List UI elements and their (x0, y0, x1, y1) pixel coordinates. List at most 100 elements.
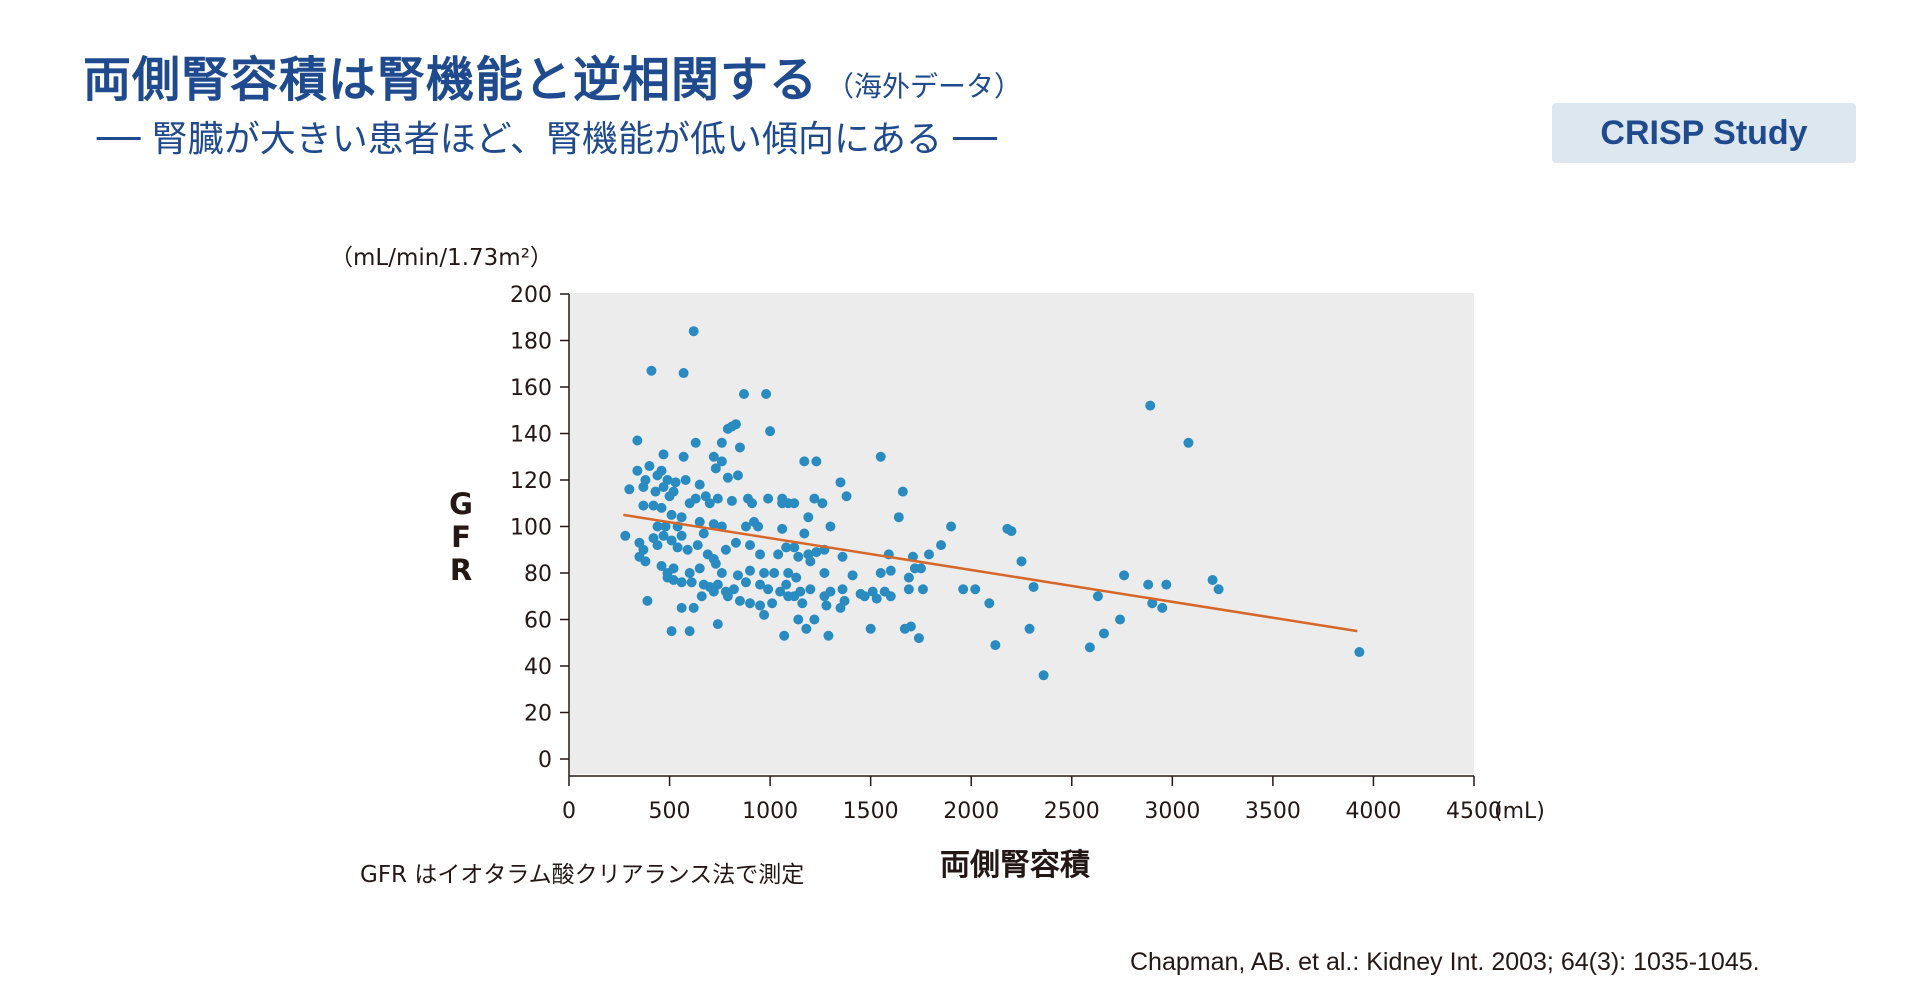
data-point (1024, 623, 1035, 634)
data-point (652, 470, 663, 481)
data-point (1207, 574, 1218, 585)
y-tick-label: 140 (510, 423, 552, 448)
data-point (676, 512, 687, 523)
data-point (672, 542, 683, 553)
data-point (670, 477, 681, 488)
data-point (903, 584, 914, 595)
data-point (740, 521, 751, 532)
data-point (799, 456, 810, 467)
data-point (650, 486, 661, 497)
data-point (1038, 670, 1049, 681)
data-point (710, 558, 721, 569)
data-point (819, 568, 830, 578)
data-point (704, 498, 715, 509)
trend-line (623, 513, 1358, 633)
data-point (781, 579, 792, 590)
data-point (841, 491, 852, 502)
data-point (668, 486, 679, 497)
data-point (946, 521, 957, 532)
data-point (893, 512, 904, 523)
data-point (773, 549, 784, 560)
x-tick-label: 1500 (843, 799, 899, 824)
data-point (646, 365, 657, 376)
data-point (722, 591, 733, 602)
data-point (690, 493, 701, 504)
data-point (1092, 591, 1103, 602)
data-point (1161, 579, 1172, 590)
data-point (640, 556, 651, 567)
y-axis-label-char: F (451, 520, 471, 554)
data-point (680, 475, 691, 485)
data-point (696, 591, 707, 602)
data-point (1028, 581, 1039, 592)
data-point (694, 479, 705, 490)
data-point (885, 565, 896, 576)
data-point (632, 465, 643, 476)
data-point (644, 461, 655, 472)
data-point (809, 614, 820, 625)
data-point (656, 561, 667, 572)
data-point (668, 563, 679, 574)
data-point (767, 598, 778, 609)
data-point (755, 579, 766, 590)
data-point (1115, 614, 1126, 625)
data-point (666, 626, 677, 637)
data-point (835, 602, 846, 613)
data-point (668, 574, 679, 585)
data-point (903, 572, 914, 583)
data-point (811, 547, 822, 558)
data-point (1157, 602, 1168, 613)
data-point (732, 470, 743, 481)
data-point (783, 568, 794, 578)
data-point (638, 500, 649, 511)
data-point (923, 549, 934, 560)
data-point (682, 544, 693, 555)
data-point (765, 426, 776, 437)
y-axis-unit: （mL/min/1.73m²） (330, 245, 553, 271)
data-point (658, 449, 669, 460)
data-point (837, 584, 848, 595)
data-point (769, 568, 780, 578)
data-point (684, 626, 695, 637)
data-point (990, 640, 1001, 651)
x-tick-label: 4000 (1345, 799, 1401, 824)
data-point (712, 493, 723, 504)
data-point (779, 630, 790, 641)
data-point (859, 591, 870, 602)
data-point (676, 577, 687, 588)
data-point (734, 442, 745, 453)
data-point (708, 451, 719, 462)
y-axis-label-char: G (449, 487, 473, 521)
data-point (676, 602, 687, 613)
data-point (1016, 556, 1027, 567)
y-axis-label-char: R (449, 553, 473, 587)
y-tick-label: 120 (510, 469, 552, 494)
data-point (1183, 437, 1194, 448)
data-point (755, 549, 766, 560)
data-point (690, 437, 701, 448)
data-point (1354, 647, 1365, 658)
data-point (1098, 628, 1109, 639)
x-tick-label: 4500 (1446, 799, 1502, 824)
data-point (745, 598, 755, 609)
data-point (708, 586, 719, 597)
data-point (740, 577, 751, 588)
data-point (805, 584, 816, 595)
data-point (875, 451, 886, 462)
y-tick-label: 0 (538, 748, 552, 773)
data-point (759, 568, 770, 578)
data-point (905, 621, 916, 632)
data-point (678, 451, 689, 462)
data-point (777, 498, 788, 509)
data-point (638, 481, 649, 492)
page-subtitle: ── 腎臓が大きい患者ほど、腎機能が低い傾向にある ── (97, 119, 997, 160)
data-point (712, 619, 723, 630)
method-footnote: GFR はイオタラム酸クリアランス法で測定 (360, 862, 805, 888)
data-point (734, 595, 745, 606)
data-point (753, 521, 764, 532)
data-point (1006, 526, 1017, 537)
data-point (811, 456, 822, 467)
data-point (915, 563, 926, 574)
data-point (698, 528, 709, 539)
